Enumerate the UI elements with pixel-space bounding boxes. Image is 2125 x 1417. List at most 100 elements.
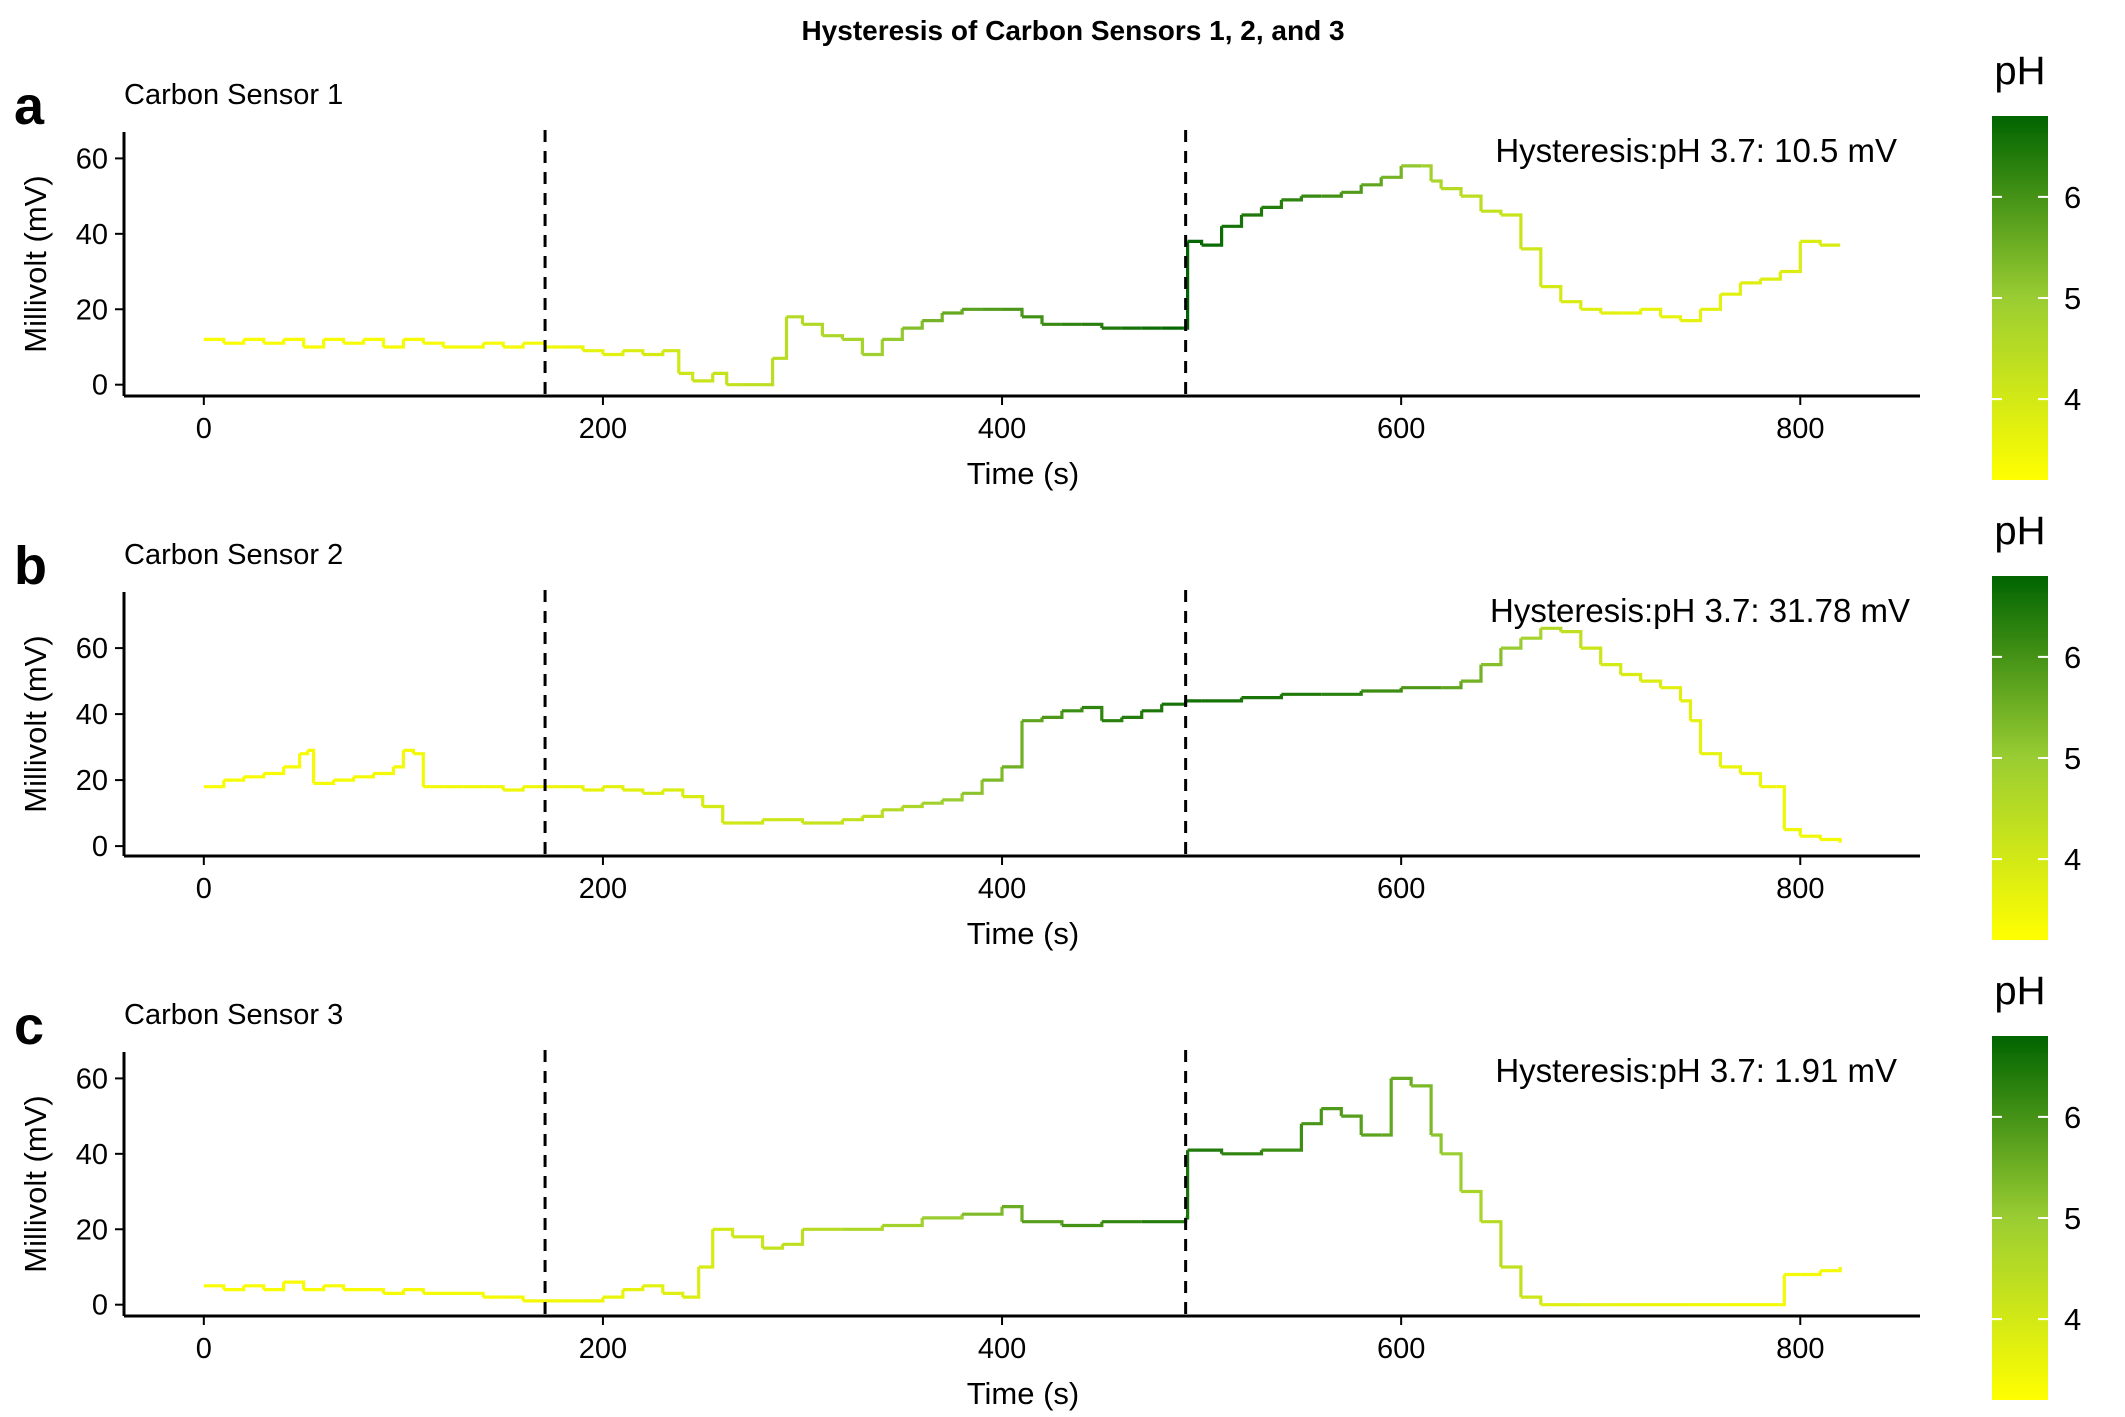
x-axis-label: Time (s) — [967, 1376, 1080, 1411]
x-tick-label: 800 — [1776, 873, 1824, 905]
millivolt-line-segment — [762, 358, 775, 387]
panel-carbon-sensor-1: a Carbon Sensor 1 Hysteresis:pH 3.7: 10.… — [14, 49, 2081, 491]
millivolt-line-segment — [842, 816, 864, 822]
x-tick-label: 200 — [579, 413, 627, 445]
millivolt-line-segment — [962, 780, 984, 795]
millivolt-line-segment — [702, 804, 725, 823]
millivolt-line-segment — [1441, 1152, 1463, 1192]
figure-title: Hysteresis of Carbon Sensors 1, 2, and 3 — [801, 15, 1344, 46]
millivolt-line-segment — [1690, 719, 1703, 754]
millivolt-line-segment — [1187, 1148, 1224, 1154]
millivolt-line-segment — [1680, 309, 1703, 323]
millivolt-line-segment — [822, 819, 844, 825]
millivolt-line-segment — [1700, 752, 1722, 767]
millivolt-line-segment — [563, 345, 585, 351]
millivolt-line-segment — [1101, 717, 1124, 723]
millivolt-line-segment — [373, 766, 395, 776]
millivolt-line-segment — [203, 1284, 226, 1290]
millivolt-line-segment — [1002, 1205, 1024, 1222]
millivolt-line-segment — [223, 339, 246, 345]
colorbar-tick-label: 6 — [2064, 640, 2081, 675]
millivolt-line-segment — [1640, 679, 1663, 688]
x-tick-label: 600 — [1377, 1333, 1425, 1365]
millivolt-line-segment — [1221, 215, 1244, 228]
millivolt-line-segment — [463, 343, 485, 349]
millivolt-line-segment — [1560, 630, 1583, 649]
millivolt-line-segment — [842, 337, 864, 355]
y-tick-label: 20 — [76, 765, 108, 797]
millivolt-line-segment — [662, 1291, 685, 1298]
legend-title: pH — [1994, 969, 2045, 1013]
millivolt-line-segment — [642, 350, 665, 357]
millivolt-line-segment — [1321, 192, 1343, 198]
x-tick-label: 0 — [196, 1333, 212, 1365]
panel-letter: c — [14, 996, 44, 1056]
millivolt-line-segment — [223, 1285, 246, 1292]
millivolt-line-segment — [503, 1295, 525, 1301]
millivolt-line-segment — [1431, 179, 1443, 189]
millivolt-line-segment — [1321, 1107, 1343, 1117]
millivolt-line-segment — [393, 750, 405, 769]
millivolt-line-segment — [682, 1267, 701, 1299]
y-axis-label: Millivolt (mV) — [18, 1095, 53, 1272]
millivolt-line-segment — [1740, 279, 1762, 285]
millivolt-line-segment — [1141, 1217, 1188, 1224]
millivolt-line-segment — [1720, 765, 1742, 774]
millivolt-line-segment — [1461, 664, 1483, 683]
x-axis-label: Time (s) — [967, 456, 1080, 491]
colorbar-tick-label: 6 — [2064, 180, 2081, 215]
millivolt-line-segment — [642, 790, 665, 795]
millivolt-line-segment — [1081, 322, 1104, 329]
millivolt-line-segment — [523, 341, 547, 347]
millivolt-line-segment — [1580, 307, 1603, 313]
millivolt-line-segment — [463, 1291, 485, 1298]
millivolt-line-segment — [263, 339, 286, 345]
colorbar-tick-label: 4 — [2064, 382, 2081, 417]
millivolt-line-segment — [962, 1206, 1004, 1216]
hysteresis-annotation: Hysteresis:pH 3.7: 10.5 mV — [1495, 132, 1897, 169]
millivolt-line-segment — [1780, 241, 1802, 274]
colorbar-tick-label: 4 — [2064, 1302, 2081, 1337]
hysteresis-annotation: Hysteresis:pH 3.7: 1.91 mV — [1495, 1052, 1897, 1089]
millivolt-line-segment — [1778, 1274, 1786, 1307]
millivolt-line-segment — [602, 1289, 625, 1299]
millivolt-line-segment — [662, 788, 685, 797]
millivolt-line-segment — [698, 1229, 715, 1269]
millivolt-line-segment — [922, 1214, 964, 1220]
millivolt-line-segment — [1680, 699, 1693, 721]
millivolt-line-segment — [622, 349, 645, 355]
millivolt-line-segment — [1161, 700, 1188, 706]
millivolt-line-segment — [483, 341, 505, 347]
millivolt-line-segment — [283, 1280, 306, 1290]
x-tick-label: 200 — [579, 873, 627, 905]
millivolt-line-segment — [1341, 184, 1363, 194]
millivolt-line-segment — [243, 773, 266, 779]
millivolt-line-segment — [622, 1285, 645, 1292]
millivolt-line-segment — [882, 1217, 924, 1228]
millivolt-line-segment — [1800, 1270, 1822, 1277]
millivolt-line-segment — [1481, 1220, 1503, 1267]
millivolt-line-segment — [1361, 687, 1403, 693]
millivolt-line-segment — [1441, 187, 1463, 197]
millivolt-line-segment — [583, 786, 605, 792]
millivolt-line-segment — [353, 773, 375, 779]
millivolt-line-segment — [1540, 626, 1563, 632]
millivolt-line-segment — [413, 752, 425, 787]
colorbar-tick-label: 5 — [2064, 281, 2081, 316]
millivolt-line-segment — [223, 776, 246, 782]
y-axis-label: Millivolt (mV) — [18, 175, 53, 352]
millivolt-line-segment — [503, 343, 525, 349]
millivolt-line-segment — [772, 316, 789, 360]
millivolt-line-segment — [243, 1284, 266, 1290]
millivolt-line-segment — [403, 337, 425, 344]
millivolt-line-segment — [1201, 697, 1244, 703]
millivolt-line-segment — [712, 371, 729, 385]
millivolt-line-segment — [1221, 1150, 1264, 1156]
millivolt-line-segment — [602, 350, 625, 357]
panel-letter: b — [14, 536, 47, 596]
millivolt-line-segment — [642, 1284, 665, 1294]
millivolt-line-segment — [313, 780, 336, 785]
millivolt-line-segment — [583, 349, 605, 355]
millivolt-line-segment — [902, 320, 924, 330]
panel-carbon-sensor-2: b Carbon Sensor 2 Hysteresis:pH 3.7: 31.… — [14, 509, 2081, 951]
